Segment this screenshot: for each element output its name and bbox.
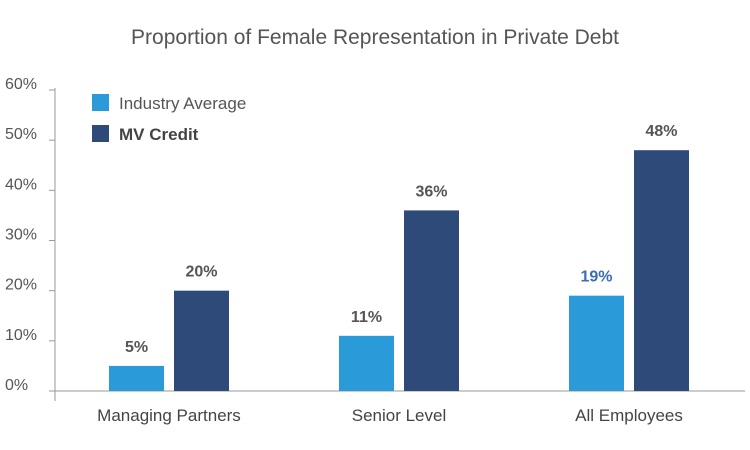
- data-label: 5%: [125, 339, 148, 356]
- bar: [339, 335, 394, 391]
- y-tick-label: 50%: [5, 126, 37, 143]
- y-tick-label: 60%: [5, 76, 37, 93]
- legend-swatch: [92, 125, 109, 142]
- data-label: 20%: [185, 264, 217, 281]
- data-label: 36%: [415, 183, 447, 200]
- data-label: 48%: [645, 123, 677, 140]
- x-axis: Managing Partners Senior Level All Employe…: [55, 390, 745, 425]
- y-tick-label: 30%: [5, 227, 37, 244]
- chart-title: Proportion of Female Representation in P…: [131, 26, 619, 49]
- bar: [109, 365, 164, 391]
- y-tick-label: 40%: [5, 176, 37, 193]
- legend-label: Industry Average: [119, 94, 246, 113]
- bar: [404, 210, 459, 391]
- legend-swatch: [92, 94, 109, 111]
- bars: 5% 20% 11% 36% 19% 48%: [109, 123, 689, 391]
- x-category-label: Managing Partners: [97, 406, 241, 425]
- data-label: 19%: [580, 269, 612, 286]
- bar: [569, 295, 624, 391]
- x-category-label: All Employees: [575, 406, 683, 425]
- legend: Industry Average MV Credit: [92, 94, 246, 144]
- y-axis: 0% 10% 20% 30% 40% 50% 60%: [5, 76, 56, 401]
- legend-label: MV Credit: [119, 125, 199, 144]
- data-label: 11%: [351, 309, 382, 326]
- bar: [634, 150, 689, 391]
- bar: [174, 290, 229, 391]
- y-tick-label: 0%: [5, 377, 28, 394]
- y-tick-label: 10%: [5, 327, 37, 344]
- y-tick-label: 20%: [5, 277, 37, 294]
- x-category-label: Senior Level: [352, 406, 447, 425]
